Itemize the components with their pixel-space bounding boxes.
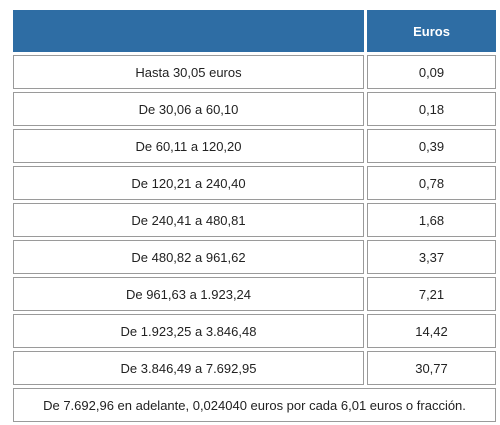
table-header-row: Euros xyxy=(13,10,496,52)
euros-cell: 7,21 xyxy=(367,277,496,311)
euros-cell: 30,77 xyxy=(367,351,496,385)
euros-cell: 0,78 xyxy=(367,166,496,200)
table-row: Hasta 30,05 euros 0,09 xyxy=(13,55,496,89)
table-row: De 60,11 a 120,20 0,39 xyxy=(13,129,496,163)
euros-cell: 0,39 xyxy=(367,129,496,163)
range-cell: De 961,63 a 1.923,24 xyxy=(13,277,364,311)
header-euros: Euros xyxy=(367,10,496,52)
table-footer-row: De 7.692,96 en adelante, 0,024040 euros … xyxy=(13,388,496,422)
range-cell: De 480,82 a 961,62 xyxy=(13,240,364,274)
euros-cell: 14,42 xyxy=(367,314,496,348)
range-cell: De 120,21 a 240,40 xyxy=(13,166,364,200)
range-cell: De 30,06 a 60,10 xyxy=(13,92,364,126)
euros-cell: 0,09 xyxy=(367,55,496,89)
table-row: De 120,21 a 240,40 0,78 xyxy=(13,166,496,200)
range-cell: De 1.923,25 a 3.846,48 xyxy=(13,314,364,348)
range-cell: De 240,41 a 480,81 xyxy=(13,203,364,237)
range-cell: De 60,11 a 120,20 xyxy=(13,129,364,163)
header-range xyxy=(13,10,364,52)
table-row: De 240,41 a 480,81 1,68 xyxy=(13,203,496,237)
table-row: De 3.846,49 a 7.692,95 30,77 xyxy=(13,351,496,385)
euros-cell: 1,68 xyxy=(367,203,496,237)
range-cell: Hasta 30,05 euros xyxy=(13,55,364,89)
euros-cell: 3,37 xyxy=(367,240,496,274)
euros-cell: 0,18 xyxy=(367,92,496,126)
table-row: De 1.923,25 a 3.846,48 14,42 xyxy=(13,314,496,348)
table-row: De 30,06 a 60,10 0,18 xyxy=(13,92,496,126)
table-row: De 480,82 a 961,62 3,37 xyxy=(13,240,496,274)
range-cell: De 3.846,49 a 7.692,95 xyxy=(13,351,364,385)
table-row: De 961,63 a 1.923,24 7,21 xyxy=(13,277,496,311)
footer-note: De 7.692,96 en adelante, 0,024040 euros … xyxy=(13,388,496,422)
fee-table: Euros Hasta 30,05 euros 0,09 De 30,06 a … xyxy=(10,7,499,425)
